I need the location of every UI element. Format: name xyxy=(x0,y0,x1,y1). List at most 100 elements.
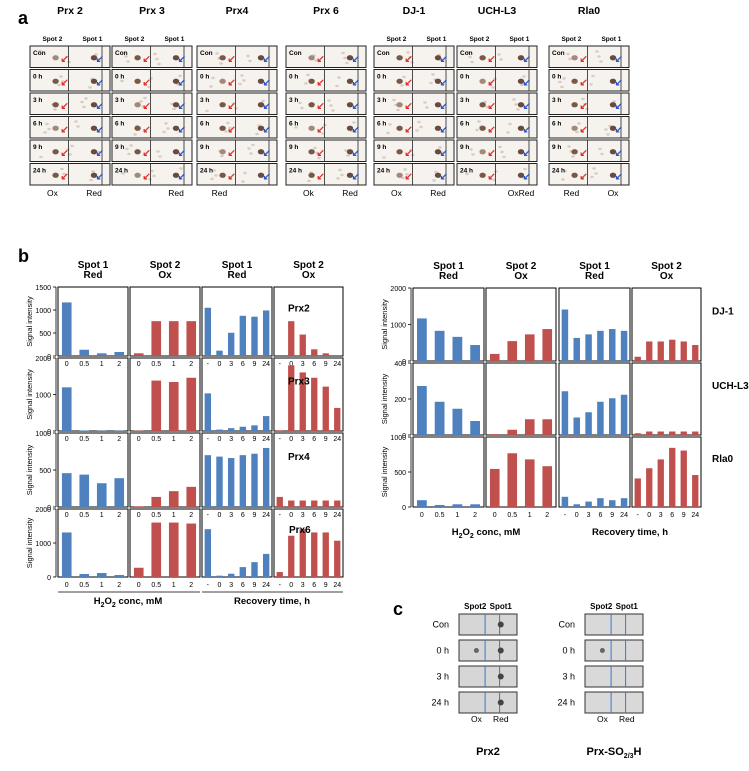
row-label: 6 h xyxy=(200,121,209,128)
bar xyxy=(507,341,518,361)
gel-spot xyxy=(499,58,503,61)
gel-spot xyxy=(96,58,100,61)
gel-strip xyxy=(285,92,367,115)
gel-spot xyxy=(126,60,130,63)
bar xyxy=(79,574,90,577)
gel-spot xyxy=(506,131,510,134)
gel-spot xyxy=(134,172,141,178)
panel-c-label: c xyxy=(393,599,403,619)
bar xyxy=(434,401,445,435)
blue-arrow-icon: ↙ xyxy=(263,171,271,182)
gel-spot xyxy=(346,55,354,61)
bar xyxy=(311,532,318,577)
x-tick-label: 0.5 xyxy=(507,512,517,519)
chart-box xyxy=(57,286,129,357)
spot1-label: Spot1 xyxy=(616,602,639,611)
gel-spot xyxy=(434,78,442,84)
protein-label: Rla0 xyxy=(712,454,734,465)
gel-strip xyxy=(29,69,111,92)
gel-spot xyxy=(214,174,218,177)
protein-label: Prx3 xyxy=(288,377,310,388)
blue-arrow-icon: ↙ xyxy=(440,77,448,88)
x-tick-label: 1 xyxy=(100,361,104,368)
protein-label: DJ-1 xyxy=(712,307,734,318)
x-tick-label: 9 xyxy=(324,436,328,443)
gel-spot xyxy=(52,78,59,84)
bar xyxy=(489,468,500,507)
bar xyxy=(288,535,295,577)
spot2-label: Spot 2 xyxy=(124,36,144,43)
gel-spot xyxy=(147,85,151,89)
x-axis-label-time: Recovery time, h xyxy=(234,596,310,607)
gel-spot xyxy=(90,78,98,84)
bar xyxy=(322,500,329,507)
red-arrow-icon: ↙ xyxy=(142,77,150,88)
gel-spot xyxy=(400,84,404,87)
row-label: 6 h xyxy=(115,121,124,128)
chart-box xyxy=(273,508,344,578)
bar xyxy=(646,341,653,361)
blot-title-part: Prx-SO xyxy=(587,746,625,758)
gel-spot xyxy=(129,144,133,147)
blue-arrow-icon: ↙ xyxy=(523,54,531,65)
gel-strip xyxy=(285,163,367,186)
y-tick-label: 2000 xyxy=(390,286,406,293)
gel-spot xyxy=(595,50,599,53)
row-label: 3 h xyxy=(289,97,298,104)
gel-spot xyxy=(157,62,161,66)
x-tick-label: 0.5 xyxy=(151,436,161,443)
row-label: 0 h xyxy=(115,74,124,81)
red-arrow-icon: ↙ xyxy=(579,124,587,135)
gel-spot xyxy=(522,75,526,78)
gel-spot xyxy=(80,100,84,104)
red-arrow-icon: ↙ xyxy=(487,77,495,88)
x-tick-label: 0 xyxy=(137,512,141,519)
row-label: Con xyxy=(432,620,449,630)
gel-spot xyxy=(396,125,403,131)
bar xyxy=(299,334,306,356)
chart-box xyxy=(201,432,273,508)
panel-b-label: b xyxy=(18,246,29,266)
chart-box xyxy=(57,432,129,508)
y-tick-label: 0 xyxy=(47,575,51,582)
blue-arrow-icon: ↙ xyxy=(263,148,271,159)
bar xyxy=(657,459,664,507)
gel-spot xyxy=(314,59,318,62)
bar xyxy=(133,353,144,356)
bar xyxy=(61,302,72,356)
gel-spot xyxy=(243,171,247,175)
spot-header: Spot 1 xyxy=(433,261,464,272)
bar xyxy=(646,468,653,507)
red-arrow-icon: ↙ xyxy=(227,124,235,135)
gel-protein-title: Prx 2 xyxy=(57,5,83,17)
spot2-label: Spot 2 xyxy=(386,36,406,43)
gel-spot xyxy=(90,149,98,155)
x-tick-label: 9 xyxy=(253,436,257,443)
bar xyxy=(311,377,318,431)
chart-box xyxy=(129,508,201,578)
gel-spot xyxy=(257,102,265,108)
bar xyxy=(608,398,616,435)
gel-protein-title: Prx4 xyxy=(226,5,249,17)
red-label: Red xyxy=(86,188,102,198)
x-axis-label-part: 2 xyxy=(470,533,474,540)
gel-spot xyxy=(249,152,253,155)
row-label: 9 h xyxy=(552,144,561,151)
x-tick-label: 6 xyxy=(241,361,245,368)
bar xyxy=(227,573,235,577)
bar xyxy=(634,433,641,435)
bar xyxy=(524,459,535,507)
x-tick-label: 2 xyxy=(473,512,477,519)
row-label: Con xyxy=(552,50,565,57)
gel-spot xyxy=(134,55,141,61)
gel-spot xyxy=(406,51,410,54)
red-arrow-icon: ↙ xyxy=(60,54,68,65)
gel-spot xyxy=(566,52,570,56)
bar xyxy=(96,573,107,577)
red-arrow-icon: ↙ xyxy=(227,54,235,65)
gel-spot xyxy=(90,172,98,178)
x-tick-label: - xyxy=(207,582,210,589)
y-tick-label: 0 xyxy=(47,354,51,361)
gel-spot xyxy=(82,105,86,109)
x-tick-label: 24 xyxy=(262,436,270,443)
